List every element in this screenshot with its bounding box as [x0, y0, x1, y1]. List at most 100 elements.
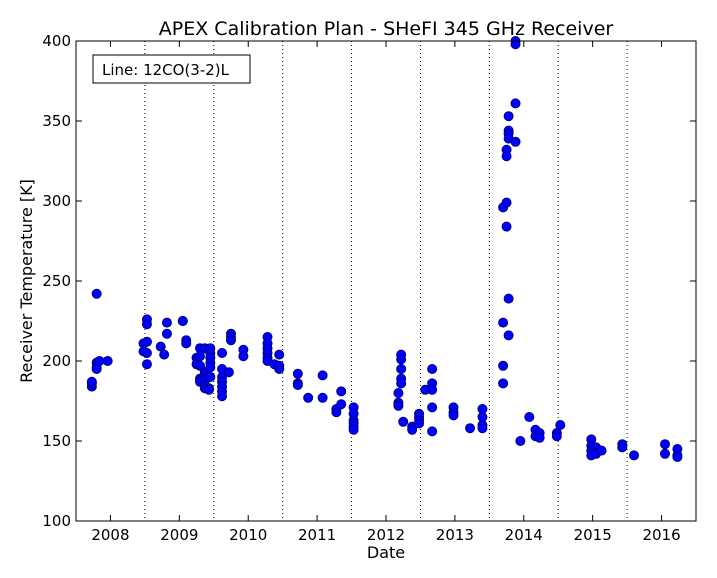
- y-tick-label: 350: [42, 112, 71, 130]
- axis-ticks: [76, 40, 696, 522]
- x-tick-label: 2015: [574, 526, 612, 544]
- x-tick-label: 2011: [298, 526, 336, 544]
- y-tick-label: 400: [42, 32, 71, 50]
- data-point: [317, 392, 328, 403]
- data-point: [396, 354, 407, 365]
- data-points: [86, 36, 683, 462]
- data-point: [510, 39, 521, 50]
- data-point: [510, 98, 521, 109]
- data-point: [672, 452, 683, 462]
- data-point: [427, 364, 438, 374]
- data-point: [596, 445, 607, 456]
- data-point: [141, 348, 152, 358]
- data-point: [498, 317, 509, 328]
- y-tick-label: 100: [42, 512, 71, 530]
- data-point: [407, 424, 418, 435]
- data-point: [515, 436, 526, 446]
- data-point: [629, 450, 639, 461]
- data-point: [274, 349, 285, 360]
- data-point: [414, 418, 425, 429]
- data-point: [292, 380, 303, 390]
- data-point: [226, 335, 236, 346]
- x-tick-label: 2016: [642, 526, 680, 544]
- data-point: [303, 392, 314, 403]
- x-tick-label: 2009: [160, 526, 198, 544]
- data-point: [396, 364, 407, 374]
- data-point: [660, 439, 670, 450]
- data-point: [292, 368, 303, 379]
- data-point: [503, 330, 514, 341]
- data-point: [177, 316, 188, 326]
- data-point: [336, 399, 347, 410]
- data-point: [427, 402, 438, 413]
- data-point: [498, 360, 509, 371]
- grid-lines: [144, 41, 628, 521]
- data-point: [205, 372, 216, 382]
- data-point: [501, 151, 512, 162]
- data-point: [141, 336, 152, 347]
- data-point: [555, 420, 566, 430]
- x-axis-title: Date: [367, 543, 405, 562]
- data-point: [498, 378, 509, 389]
- data-point: [86, 376, 97, 387]
- data-point: [102, 356, 113, 366]
- data-point: [398, 416, 409, 427]
- data-point: [203, 384, 214, 395]
- x-tick-label: 2014: [505, 526, 543, 544]
- data-point: [448, 410, 459, 421]
- y-axis-title: Receiver Temperature [K]: [17, 179, 36, 383]
- data-point: [91, 288, 102, 299]
- data-point: [510, 136, 521, 147]
- data-point: [617, 442, 628, 453]
- data-point: [159, 349, 170, 360]
- y-tick-labels: 100 150 200 250 300 350 400: [42, 32, 71, 530]
- data-point: [660, 448, 670, 459]
- legend-box: Line: 12CO(3-2)L: [92, 54, 251, 84]
- data-point: [501, 197, 512, 208]
- data-point: [348, 424, 359, 435]
- y-tick-label: 200: [42, 352, 71, 370]
- data-point: [331, 407, 342, 418]
- y-tick-label: 250: [42, 272, 71, 290]
- data-point: [217, 348, 228, 358]
- chart-title: APEX Calibration Plan - SHeFI 345 GHz Re…: [159, 18, 614, 40]
- data-point: [94, 356, 105, 366]
- y-tick-label: 150: [42, 432, 71, 450]
- data-point: [534, 432, 545, 443]
- data-point: [223, 367, 234, 378]
- legend-text: Line: 12CO(3-2)L: [102, 61, 230, 79]
- y-tick-label: 300: [42, 192, 71, 210]
- data-point: [238, 351, 249, 362]
- data-point: [477, 423, 488, 434]
- data-point: [503, 293, 514, 304]
- data-point: [161, 317, 172, 328]
- data-point: [524, 412, 535, 422]
- data-point: [274, 364, 285, 374]
- data-point: [205, 362, 216, 373]
- data-point: [336, 386, 347, 397]
- data-point: [181, 338, 192, 349]
- data-point: [141, 319, 152, 330]
- data-point: [427, 384, 438, 395]
- data-point: [503, 111, 514, 122]
- data-point: [161, 328, 172, 339]
- data-point: [465, 423, 476, 434]
- x-tick-label: 2008: [91, 526, 129, 544]
- data-point: [393, 400, 404, 411]
- x-tick-label: 2012: [367, 526, 405, 544]
- legend-frame: [92, 54, 251, 84]
- data-point: [317, 370, 328, 381]
- data-point: [551, 431, 562, 442]
- data-point: [501, 221, 512, 232]
- data-point: [141, 359, 152, 370]
- data-point: [195, 351, 205, 362]
- x-tick-label: 2013: [436, 526, 474, 544]
- data-point: [217, 391, 228, 402]
- data-point: [396, 378, 407, 389]
- data-point: [427, 426, 438, 437]
- data-point: [393, 388, 404, 398]
- x-tick-labels: 2008 2009 2010 2011 2012 2013 2014 2015 2016: [91, 526, 680, 544]
- x-tick-label: 2010: [229, 526, 267, 544]
